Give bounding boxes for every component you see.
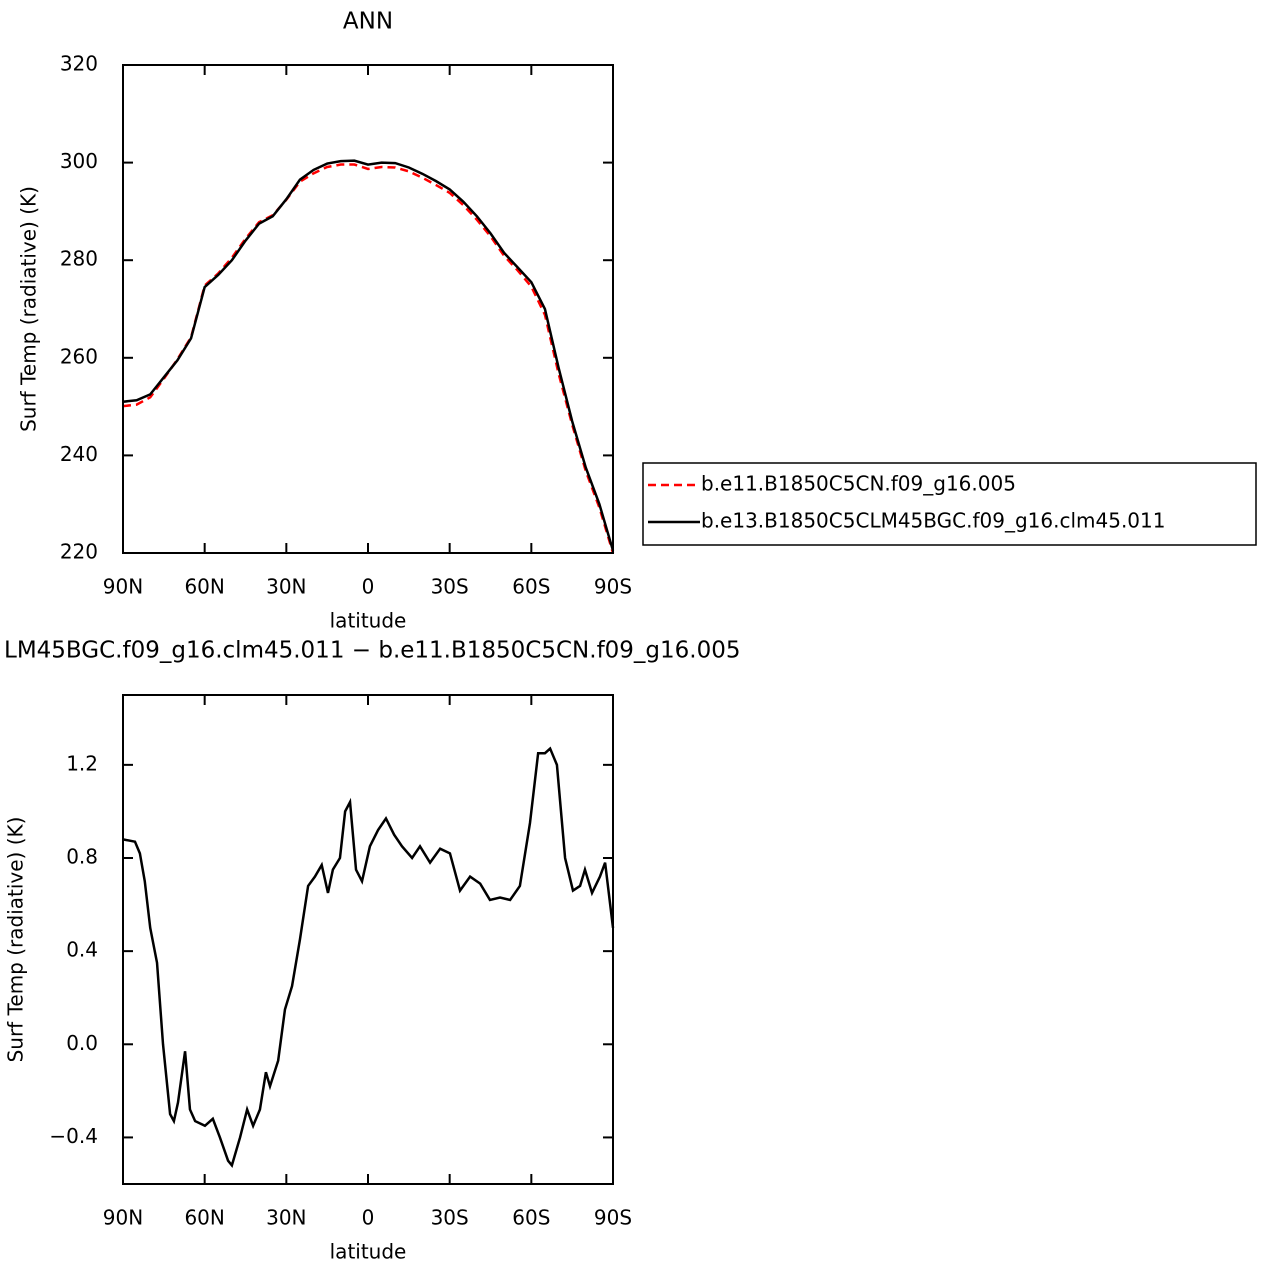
y-tick-label: 320 xyxy=(60,52,98,76)
x-tick-label: 90S xyxy=(594,1206,632,1230)
x-tick-label: 0 xyxy=(362,1206,375,1230)
x-tick-label: 30S xyxy=(431,1206,469,1230)
x-axis-label: latitude xyxy=(330,1240,407,1264)
legend-box xyxy=(642,462,1257,546)
x-tick-label: 60S xyxy=(512,1206,550,1230)
x-tick-label: 30N xyxy=(266,1206,306,1230)
y-tick-label: 300 xyxy=(60,149,98,173)
y-tick-label: 260 xyxy=(60,344,98,368)
x-axis-label: latitude xyxy=(330,609,407,633)
y-axis-label: Surf Temp (radiative) (K) xyxy=(4,817,28,1063)
legend-label: b.e11.B1850C5CN.f09_g16.005 xyxy=(701,472,1016,496)
y-tick-label: 220 xyxy=(60,540,98,564)
chart-title: ANN xyxy=(343,9,393,35)
y-tick-label: 280 xyxy=(60,247,98,271)
legend-label: b.e13.B1850C5CLM45BGC.f09_g16.clm45.011 xyxy=(701,509,1165,533)
y-tick-label: 240 xyxy=(60,442,98,466)
chart-title: LM45BGC.f09_g16.clm45.011 − b.e11.B1850C… xyxy=(4,638,741,664)
y-axis-label: Surf Temp (radiative) (K) xyxy=(17,186,41,432)
y-tick-label: 0.4 xyxy=(66,938,98,962)
x-tick-label: 0 xyxy=(362,575,375,599)
y-tick-label: 0.0 xyxy=(66,1031,98,1055)
x-tick-label: 90S xyxy=(594,575,632,599)
x-tick-label: 60N xyxy=(184,1206,224,1230)
x-tick-label: 90N xyxy=(103,575,143,599)
x-tick-label: 60S xyxy=(512,575,550,599)
x-tick-label: 90N xyxy=(103,1206,143,1230)
plot-frame xyxy=(122,64,614,554)
x-tick-label: 30S xyxy=(431,575,469,599)
x-tick-label: 60N xyxy=(184,575,224,599)
data-line xyxy=(122,746,615,1168)
plot-frame xyxy=(122,694,614,1185)
y-tick-label: 1.2 xyxy=(66,751,98,775)
data-line xyxy=(122,159,615,551)
y-tick-label: −0.4 xyxy=(49,1124,98,1148)
data-line xyxy=(122,163,615,554)
x-tick-label: 30N xyxy=(266,575,306,599)
y-tick-label: 0.8 xyxy=(66,845,98,869)
